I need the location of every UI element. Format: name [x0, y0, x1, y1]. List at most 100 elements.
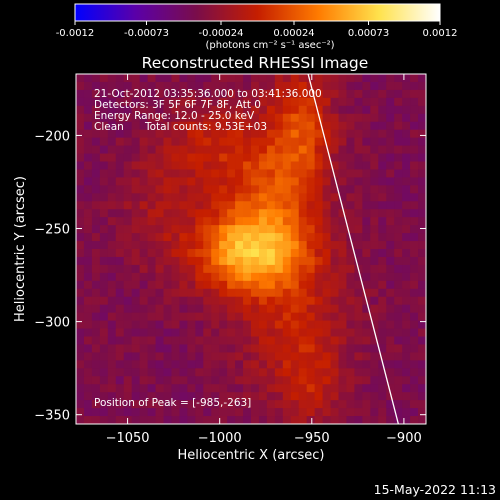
- heatmap-cell: [306, 129, 316, 139]
- heatmap-cell: [322, 416, 332, 424]
- heatmap-cell: [203, 336, 212, 346]
- heatmap-cell: [179, 256, 188, 266]
- heatmap-cell: [179, 384, 188, 393]
- heatmap-cell: [251, 344, 260, 353]
- heatmap-cell: [386, 177, 395, 186]
- heatmap-cell: [314, 368, 324, 377]
- heatmap-cell: [362, 193, 371, 202]
- heatmap-cell: [282, 392, 292, 401]
- heatmap-cell: [394, 249, 403, 258]
- heatmap-cell: [179, 360, 188, 369]
- heatmap-cell: [195, 304, 204, 314]
- heatmap-cell: [330, 272, 340, 282]
- heatmap-cell: [338, 177, 348, 186]
- heatmap-cell: [171, 296, 180, 306]
- heatmap-cell: [346, 264, 355, 274]
- heatmap-cell: [306, 97, 316, 107]
- heatmap-cell: [187, 416, 196, 424]
- heatmap-cell: [123, 121, 133, 131]
- heatmap-cell: [322, 177, 332, 186]
- heatmap-cell: [227, 97, 236, 107]
- heatmap-cell: [251, 312, 260, 322]
- heatmap-cell: [290, 256, 300, 266]
- heatmap-cell: [147, 368, 157, 377]
- heatmap-cell: [298, 137, 308, 147]
- heatmap-cell: [354, 344, 363, 353]
- heatmap-cell: [187, 296, 196, 306]
- heatmap-cell: [354, 320, 363, 330]
- heatmap-cell: [131, 89, 141, 99]
- heatmap-cell: [203, 376, 212, 385]
- heatmap-cell: [235, 272, 244, 282]
- heatmap-cell: [243, 137, 252, 147]
- heatmap-cell: [346, 121, 355, 131]
- heatmap-cell: [338, 392, 348, 401]
- heatmap-cell: [139, 256, 149, 266]
- heatmap-cell: [251, 113, 260, 123]
- heatmap-cell: [163, 169, 173, 178]
- heatmap-cell: [123, 376, 133, 385]
- heatmap-cell: [314, 137, 324, 147]
- heatmap-cell: [394, 320, 403, 330]
- heatmap-cell: [147, 408, 157, 417]
- heatmap-cell: [306, 368, 316, 377]
- heatmap-cell: [163, 121, 173, 131]
- heatmap-cell: [203, 137, 212, 147]
- heatmap-cell: [330, 264, 340, 274]
- heatmap-cell: [147, 280, 157, 290]
- heatmap-cell: [203, 209, 212, 218]
- heatmap-cell: [107, 328, 117, 338]
- heatmap-cell: [298, 256, 308, 266]
- heatmap-cell: [83, 336, 93, 346]
- heatmap-cell: [115, 368, 125, 377]
- heatmap-cell: [386, 121, 395, 131]
- heatmap-cell: [76, 288, 85, 298]
- heatmap-cell: [386, 416, 395, 424]
- heatmap-cell: [107, 113, 117, 123]
- heatmap-cell: [227, 384, 236, 393]
- heatmap-cell: [378, 336, 387, 346]
- heatmap-cell: [155, 81, 165, 91]
- heatmap-cell: [179, 400, 188, 409]
- heatmap-cell: [171, 129, 180, 139]
- heatmap-cell: [338, 241, 348, 250]
- heatmap-cell: [402, 209, 411, 218]
- heatmap-cell: [338, 312, 348, 322]
- heatmap-cell: [131, 193, 141, 202]
- heatmap-cell: [203, 177, 212, 186]
- heatmap-cell: [418, 145, 426, 155]
- heatmap-cell: [235, 185, 244, 194]
- heatmap-cell: [354, 336, 363, 346]
- heatmap-cell: [107, 145, 117, 155]
- heatmap-cell: [131, 304, 141, 314]
- heatmap-cell: [282, 225, 292, 234]
- heatmap-cell: [147, 400, 157, 409]
- heatmap-cell: [298, 97, 308, 107]
- heatmap-cell: [211, 376, 220, 385]
- heatmap-cell: [314, 145, 324, 155]
- heatmap-cell: [147, 264, 157, 274]
- heatmap-cell: [362, 185, 371, 194]
- heatmap-cell: [155, 400, 165, 409]
- heatmap-cell: [211, 296, 220, 306]
- heatmap-cell: [163, 241, 173, 250]
- detectors-text: Detectors: 3F 5F 6F 7F 8F, Att 0: [94, 99, 261, 111]
- heatmap-cell: [76, 416, 85, 424]
- heatmap-cell: [91, 328, 101, 338]
- heatmap-cell: [322, 352, 332, 361]
- heatmap-cell: [76, 74, 85, 83]
- heatmap-cell: [258, 74, 268, 83]
- heatmap-cell: [171, 336, 180, 346]
- heatmap-cell: [418, 89, 426, 99]
- heatmap-cell: [306, 304, 316, 314]
- heatmap-cell: [346, 161, 355, 171]
- heatmap-cell: [83, 97, 93, 107]
- heatmap-cell: [219, 392, 228, 401]
- heatmap-cell: [402, 74, 411, 83]
- heatmap-cell: [171, 121, 180, 131]
- heatmap-cell: [99, 312, 109, 322]
- heatmap-cell: [179, 272, 188, 282]
- heatmap-cell: [282, 320, 292, 330]
- heatmap-cell: [306, 256, 316, 266]
- heatmap-cell: [258, 209, 268, 218]
